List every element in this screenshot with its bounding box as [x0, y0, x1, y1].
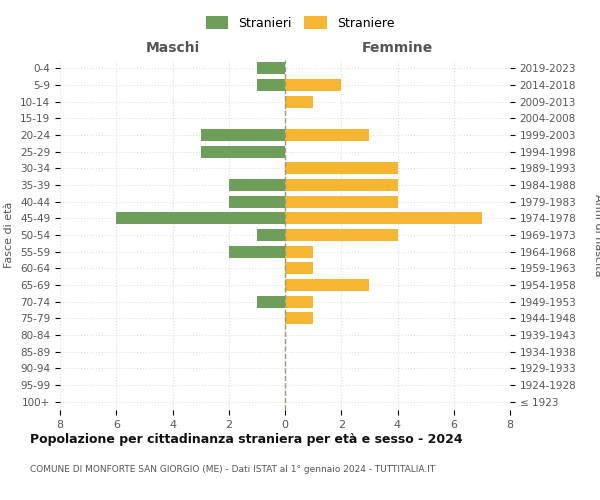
Bar	[257, 79, 285, 91]
Bar	[229, 196, 285, 207]
Bar	[257, 229, 285, 241]
Text: Popolazione per cittadinanza straniera per età e sesso - 2024: Popolazione per cittadinanza straniera p…	[30, 432, 463, 446]
Bar	[285, 196, 398, 207]
Y-axis label: Fasce di età: Fasce di età	[4, 202, 14, 268]
Y-axis label: Anni di nascita: Anni di nascita	[593, 194, 600, 276]
Bar	[285, 312, 313, 324]
Bar	[200, 129, 285, 141]
Bar	[285, 212, 482, 224]
Text: Femmine: Femmine	[362, 41, 433, 55]
Bar	[285, 246, 313, 258]
Legend: Stranieri, Straniere: Stranieri, Straniere	[201, 11, 399, 35]
Bar	[285, 229, 398, 241]
Bar	[285, 262, 313, 274]
Bar	[229, 179, 285, 191]
Bar	[285, 96, 313, 108]
Bar	[285, 279, 370, 291]
Bar	[285, 129, 370, 141]
Bar	[257, 296, 285, 308]
Bar	[285, 179, 398, 191]
Bar	[285, 162, 398, 174]
Text: Maschi: Maschi	[145, 41, 200, 55]
Bar	[285, 296, 313, 308]
Bar	[116, 212, 285, 224]
Bar	[229, 246, 285, 258]
Bar	[285, 79, 341, 91]
Text: COMUNE DI MONFORTE SAN GIORGIO (ME) - Dati ISTAT al 1° gennaio 2024 - TUTTITALIA: COMUNE DI MONFORTE SAN GIORGIO (ME) - Da…	[30, 465, 435, 474]
Bar	[200, 146, 285, 158]
Bar	[257, 62, 285, 74]
